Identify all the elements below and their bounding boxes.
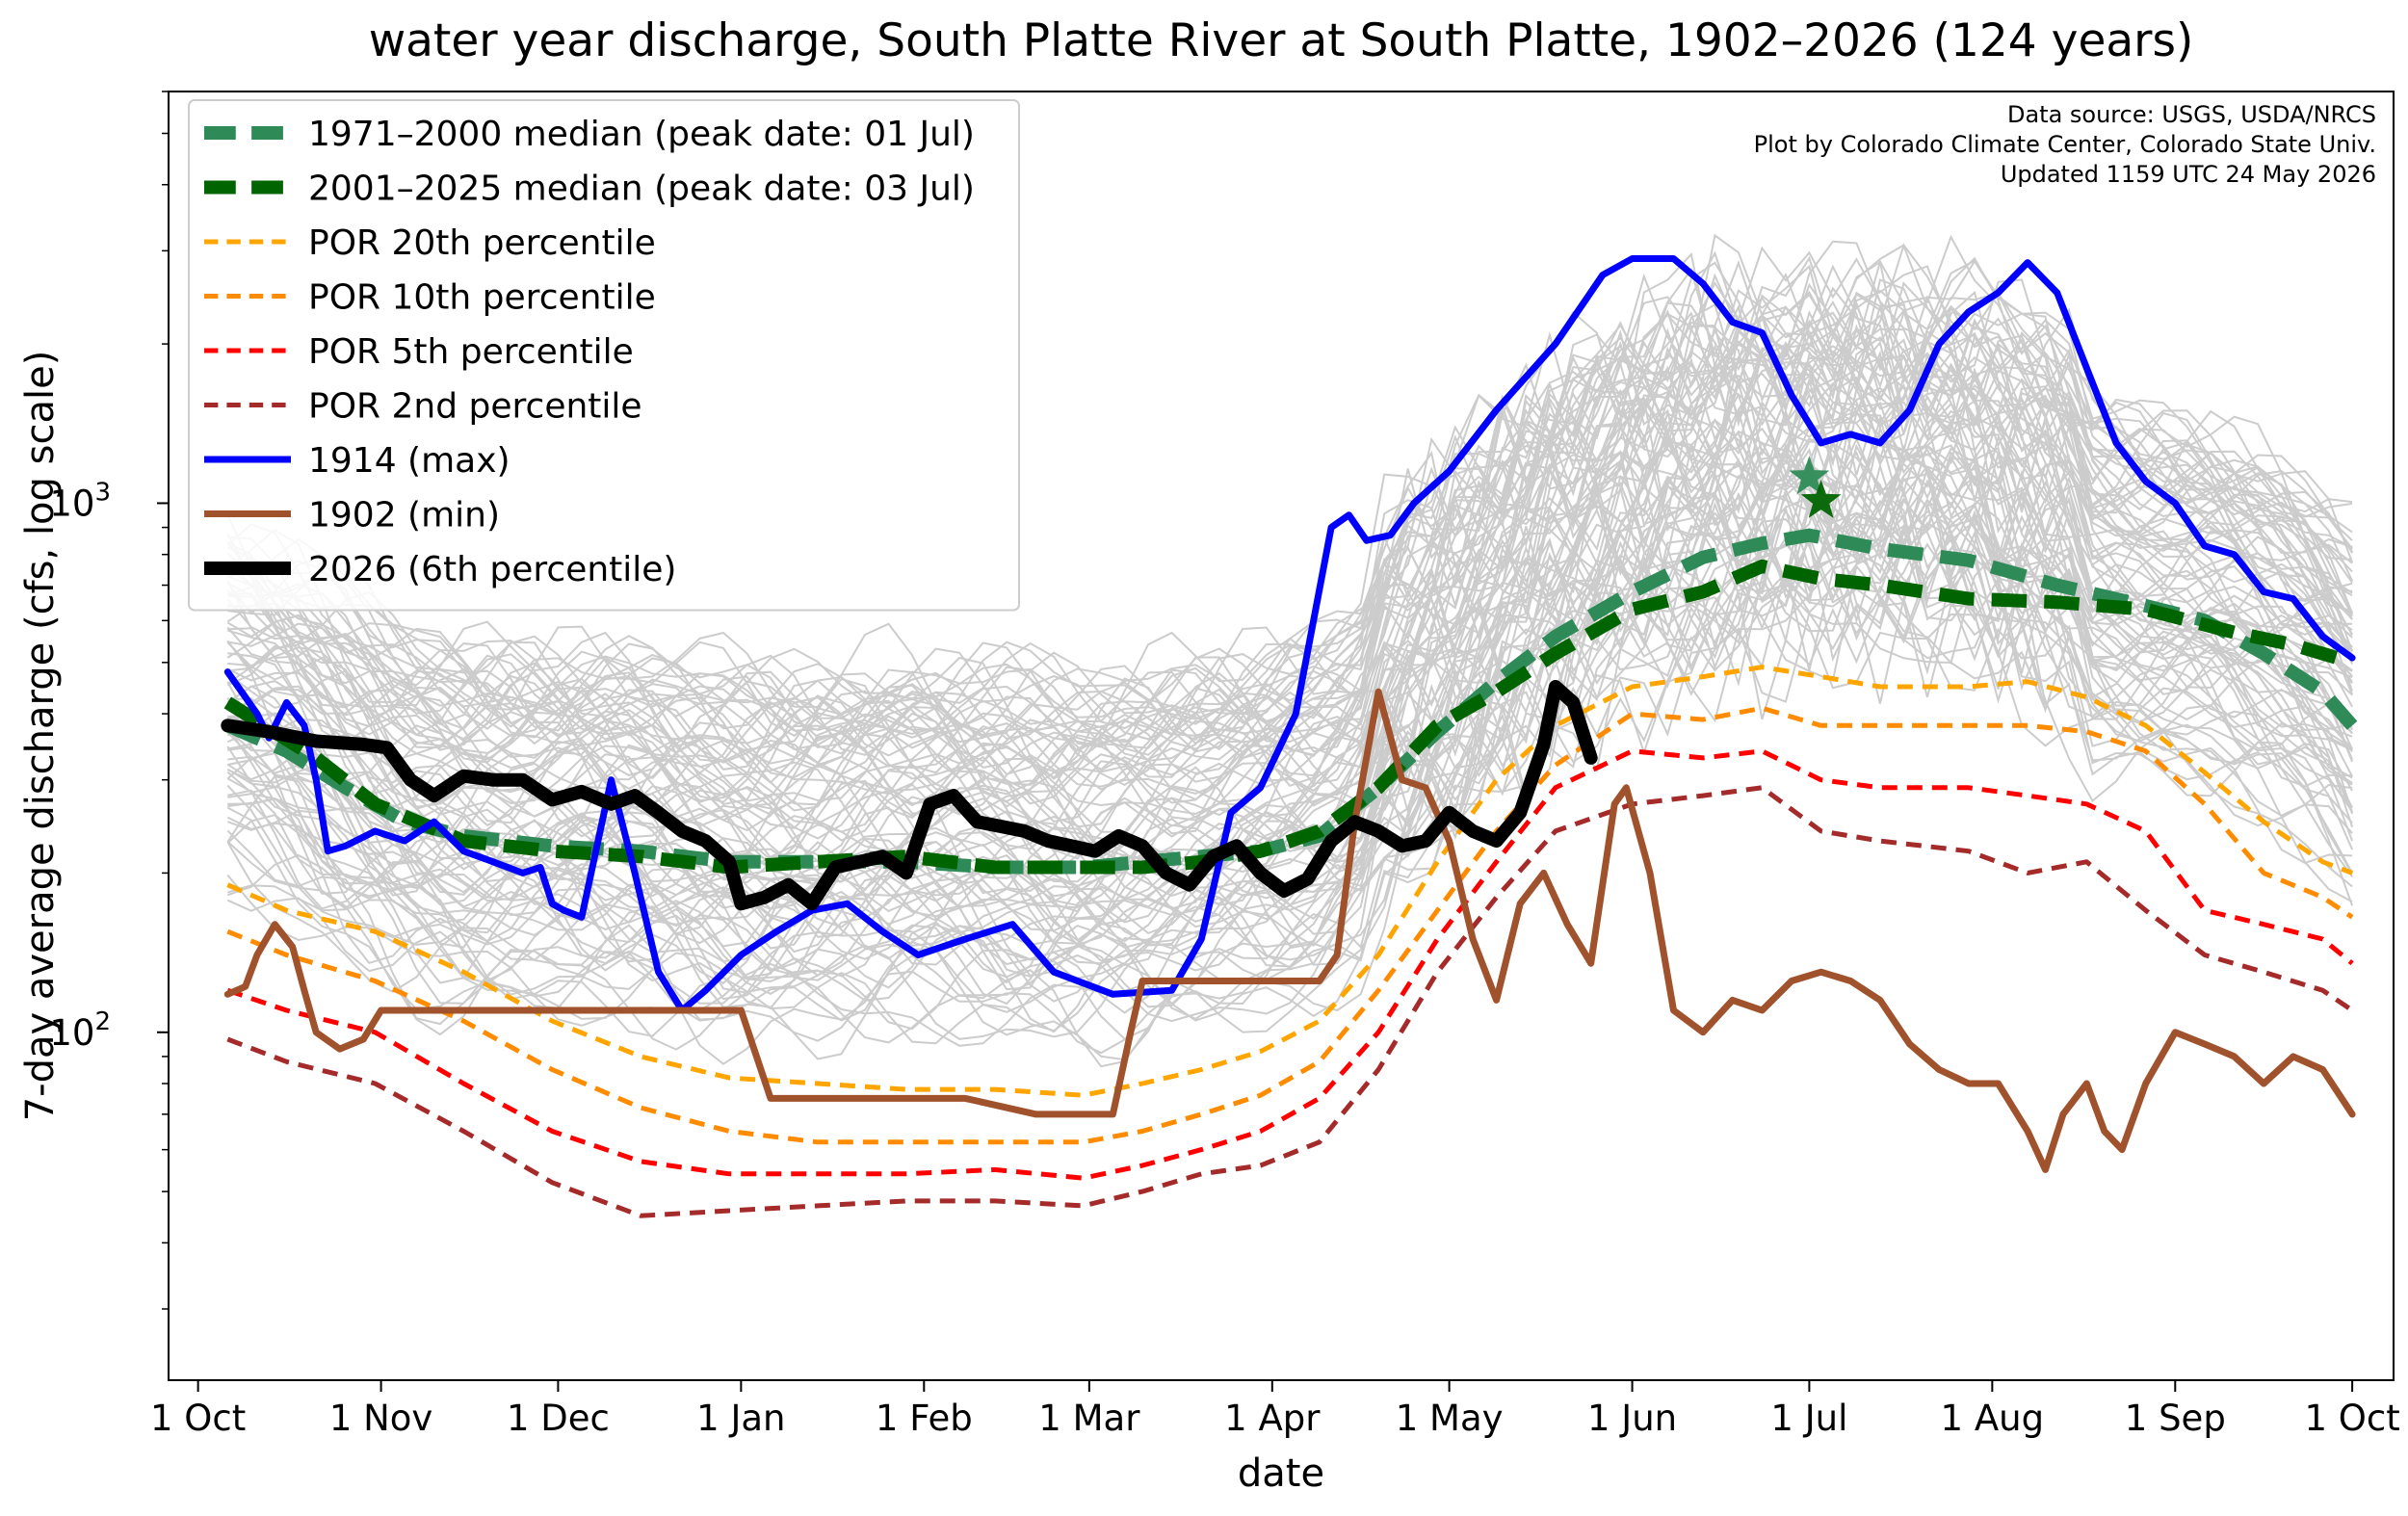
background-year-line: [226, 318, 2353, 828]
x-tick-label: 1 May: [1396, 1398, 1504, 1439]
marker-layer: [1789, 456, 1842, 518]
background-year-line: [226, 256, 2353, 765]
background-year-line: [226, 437, 2353, 910]
series-line-8: [221, 680, 1598, 911]
series-line-4: [226, 748, 2354, 1181]
peak-marker-1: [1800, 480, 1842, 518]
background-year-line: [226, 505, 2353, 1013]
x-tick-label: 1 Mar: [1038, 1398, 1140, 1439]
legend-label: POR 20th percentile: [308, 223, 656, 263]
y-axis-title: 7-day average discharge (cfs, log scale): [18, 351, 63, 1122]
credit-line: Data source: USGS, USDA/NRCS: [2007, 101, 2376, 128]
background-year-line: [226, 289, 2354, 803]
legend-label: 1971–2000 median (peak date: 01 Jul): [308, 115, 975, 154]
series-line-7: [223, 688, 2356, 1173]
x-tick-label: 1 Oct: [150, 1398, 246, 1439]
legend-label: POR 10th percentile: [308, 278, 656, 318]
x-tick-label: 1 Sep: [2125, 1398, 2226, 1439]
series-line-3: [226, 705, 2354, 1145]
series-line-1: [223, 559, 2355, 875]
credit-line: Plot by Colorado Climate Center, Colorad…: [1754, 131, 2376, 158]
background-year-line: [226, 343, 2353, 857]
background-year-line: [227, 457, 2353, 960]
x-tick-label: 1 Dec: [507, 1398, 610, 1439]
x-tick-label: 1 Aug: [1941, 1398, 2045, 1439]
background-year-line: [227, 244, 2354, 741]
legend-label: 1914 (max): [308, 441, 510, 481]
legend-label: POR 5th percentile: [308, 332, 634, 372]
series-line-2: [226, 665, 2353, 1098]
background-year-line: [226, 246, 2353, 739]
x-tick-label: 1 Nov: [329, 1398, 433, 1439]
background-year-line: [226, 290, 2353, 791]
peak-marker-0: [1789, 456, 1830, 495]
credits: Data source: USGS, USDA/NRCS Plot by Colo…: [1754, 101, 2376, 188]
x-tick-label: 1 Jun: [1587, 1398, 1677, 1439]
background-year-line: [226, 450, 2353, 942]
background-year-line: [226, 482, 2353, 979]
background-year-line: [226, 427, 2353, 873]
background-year-line: [226, 564, 2353, 1047]
background-year-line: [226, 376, 2354, 895]
background-year-line: [226, 273, 2353, 780]
legend-box: [188, 99, 1020, 612]
x-tick-label: 1 Oct: [2304, 1398, 2399, 1439]
background-year-line: [226, 322, 2354, 787]
background-year-line: [227, 530, 2353, 1044]
plot-frame: [168, 91, 2395, 1381]
x-axis-title: date: [1238, 1451, 1324, 1496]
background-year-line: [227, 234, 2353, 742]
background-year-line: [226, 588, 2353, 1045]
credit-line: Updated 1159 UTC 24 May 2026: [2001, 161, 2376, 188]
chart-title: water year discharge, South Platte River…: [369, 14, 2194, 67]
background-year-line: [227, 407, 2353, 892]
background-year-line: [226, 418, 2353, 938]
series-line-5: [226, 785, 2354, 1218]
legend-label: POR 2nd percentile: [308, 387, 642, 427]
series-line-6: [223, 255, 2356, 1014]
x-axis: 1 Oct 1 Nov 1 Dec 1 Jan 1 Feb 1 Mar 1 Apr 1 May…: [150, 1380, 2400, 1439]
x-tick-label: 1 Jan: [696, 1398, 785, 1439]
background-year-line: [226, 382, 2353, 853]
legend-label: 2001–2025 median (peak date: 03 Jul): [308, 170, 975, 209]
x-tick-label: 1 Jul: [1770, 1398, 1847, 1439]
background-year-line: [227, 510, 2353, 1033]
background-year-line: [227, 348, 2353, 807]
background-year-line: [226, 233, 2353, 755]
legend-label: 1902 (min): [308, 496, 500, 536]
x-tick-label: 1 Apr: [1224, 1398, 1321, 1439]
series-layer: [221, 255, 2358, 1218]
background-year-line: [226, 365, 2353, 859]
x-tick-label: 1 Feb: [876, 1398, 973, 1439]
background-year-line: [226, 547, 2353, 1008]
background-year-line: [226, 350, 2353, 860]
legend: 1971–2000 median (peak date: 01 Jul) 2001…: [188, 99, 1020, 612]
legend-label: 2026 (6th percentile): [308, 550, 676, 589]
